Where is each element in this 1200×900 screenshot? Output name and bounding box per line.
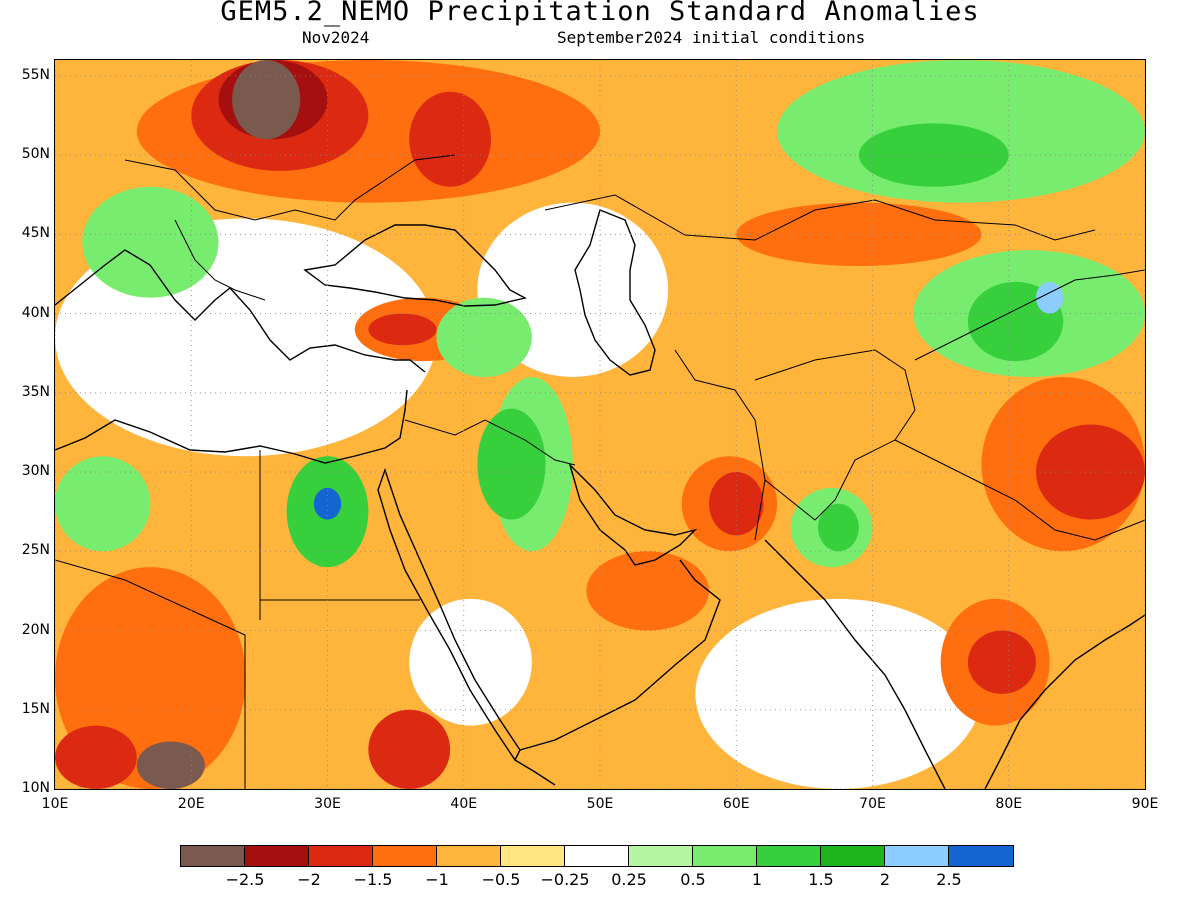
lon-tick-label: 10E: [41, 796, 69, 812]
colorbar-swatch: [949, 846, 1013, 866]
anomaly-region: [368, 709, 451, 789]
colorbar-tick-label: 1: [751, 870, 763, 889]
coastline-caspian-sea: [574, 209, 656, 376]
colorbar-swatch: [757, 846, 821, 866]
border-balkans: [174, 219, 266, 301]
colorbar-tick-label: 1.5: [808, 870, 834, 889]
initial-conditions: September2024 initial conditions: [557, 28, 866, 47]
lon-tick-label: 40E: [450, 796, 478, 812]
anomaly-fields: [55, 60, 1145, 789]
colorbar-swatch: [629, 846, 693, 866]
anomaly-region: [436, 297, 532, 377]
border-afghanistan: [754, 349, 916, 521]
lat-tick-label: 35N: [21, 383, 50, 400]
colorbar-tick-label: −2: [297, 870, 321, 889]
colorbar-tick-label: 0.25: [611, 870, 647, 889]
colorbar-swatch: [501, 846, 565, 866]
coastline-arabia-south: [519, 559, 721, 751]
lon-tick-label: 70E: [859, 796, 886, 812]
anomaly-region: [477, 408, 546, 520]
border-himalaya: [894, 439, 1145, 541]
anomaly-region: [409, 598, 532, 726]
anomaly-region: [368, 313, 437, 346]
border-china-west: [914, 269, 1145, 361]
anomaly-region: [55, 725, 137, 789]
lat-tick-label: 25N: [21, 542, 50, 559]
lon-tick-label: 30E: [314, 796, 341, 812]
colorbar: [180, 845, 1014, 867]
anomaly-region: [136, 741, 205, 789]
coastline-horn-africa: [514, 759, 556, 786]
colorbar-swatch: [373, 846, 437, 866]
anomaly-region: [409, 91, 491, 187]
border-kazakhstan: [544, 194, 1096, 241]
coastline-india: [764, 539, 1145, 789]
coastline-mediterranean-north: [55, 249, 426, 373]
colorbar-swatch: [309, 846, 373, 866]
anomaly-region: [82, 186, 219, 298]
coastline-mediterranean-south: [55, 389, 408, 464]
border-iran-east: [674, 349, 766, 541]
map-canvas: [55, 60, 1145, 789]
forecast-month: Nov2024: [302, 28, 370, 47]
lat-tick-label: 45N: [21, 225, 50, 242]
map-title: GEM5.2_NEMO Precipitation Standard Anoma…: [220, 0, 980, 27]
colorbar-tick-label: −2.5: [225, 870, 265, 889]
colorbar-tick-label: 2.5: [936, 870, 962, 889]
lon-tick-label: 80E: [995, 796, 1023, 812]
lat-tick-label: 55N: [21, 66, 50, 83]
lon-tick-label: 20E: [177, 796, 205, 812]
colorbar-swatch: [821, 846, 885, 866]
anomaly-region: [313, 487, 342, 520]
colorbar-swatch: [693, 846, 757, 866]
country-borders: [55, 154, 1145, 789]
map-panel: [54, 59, 1146, 790]
anomaly-region: [858, 123, 1009, 187]
border-africa: [55, 559, 246, 789]
border-europe: [124, 154, 456, 221]
lat-tick-label: 15N: [21, 700, 50, 717]
colorbar-swatch: [565, 846, 629, 866]
colorbar-tick-label: 2: [879, 870, 891, 889]
colorbar-swatch: [181, 846, 245, 866]
colorbar-swatch: [885, 846, 949, 866]
coastlines: [55, 209, 1145, 789]
anomaly-region: [736, 202, 982, 267]
anomaly-region: [55, 456, 151, 552]
anomaly-region: [818, 503, 859, 552]
lat-tick-label: 10N: [21, 780, 50, 796]
lon-tick-label: 60E: [722, 796, 750, 812]
anomaly-region: [709, 472, 764, 536]
anomaly-region: [586, 551, 709, 631]
lat-tick-label: 50N: [21, 146, 50, 163]
colorbar-tick-label: −0.5: [481, 870, 521, 889]
colorbar-tick-label: −1.5: [353, 870, 393, 889]
anomaly-region: [232, 60, 301, 140]
colorbar-tick-label: −0.25: [540, 870, 590, 889]
lon-tick-label: 90E: [1131, 796, 1159, 812]
colorbar-tick-label: 0.5: [680, 870, 706, 889]
border-arabia: [404, 419, 576, 466]
lat-lon-grid: [55, 60, 1145, 789]
anomaly-region: [695, 598, 982, 789]
lat-tick-label: 30N: [21, 463, 50, 480]
colorbar-tick-label: −1: [425, 870, 449, 889]
lat-tick-label: 20N: [21, 621, 50, 638]
colorbar-swatch: [245, 846, 309, 866]
anomaly-region: [967, 630, 1036, 694]
colorbar-swatch: [437, 846, 501, 866]
coastline-black-sea: [303, 224, 527, 307]
lon-tick-label: 50E: [586, 796, 614, 812]
lat-tick-label: 40N: [21, 304, 50, 321]
